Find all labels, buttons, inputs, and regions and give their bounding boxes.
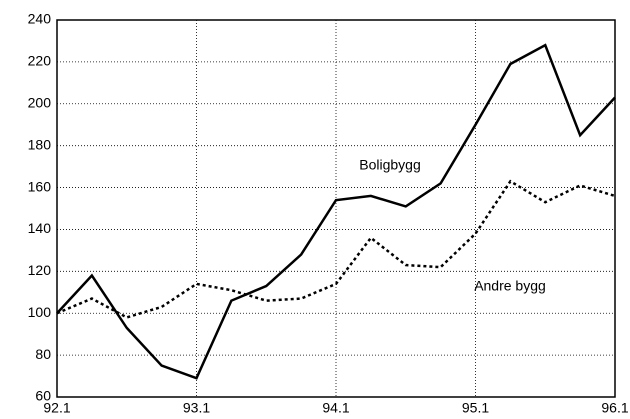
series-line bbox=[56, 43, 616, 380]
series-label: Andre bygg bbox=[474, 278, 546, 294]
y-tick-label: 120 bbox=[28, 262, 52, 278]
series-label: Boligbygg bbox=[359, 157, 421, 173]
y-tick-label: 160 bbox=[28, 178, 52, 194]
x-tick-label: 93.1 bbox=[183, 400, 210, 416]
y-tick-label: 240 bbox=[28, 11, 52, 27]
y-tick-label: 80 bbox=[35, 346, 51, 362]
y-tick-label: 200 bbox=[28, 94, 52, 110]
x-tick-label: 92.1 bbox=[43, 400, 70, 416]
y-tick-label: 100 bbox=[28, 304, 52, 320]
plot-frame bbox=[56, 19, 616, 398]
x-tick-label: 95.1 bbox=[462, 400, 489, 416]
x-tick-label: 96.1 bbox=[601, 400, 628, 416]
series-line bbox=[56, 179, 616, 319]
y-tick-label: 220 bbox=[28, 53, 52, 69]
y-tick-label: 180 bbox=[28, 136, 52, 152]
x-tick-label: 94.1 bbox=[322, 400, 349, 416]
y-tick-label: 140 bbox=[28, 220, 52, 236]
y-tick-label: 60 bbox=[35, 388, 51, 404]
